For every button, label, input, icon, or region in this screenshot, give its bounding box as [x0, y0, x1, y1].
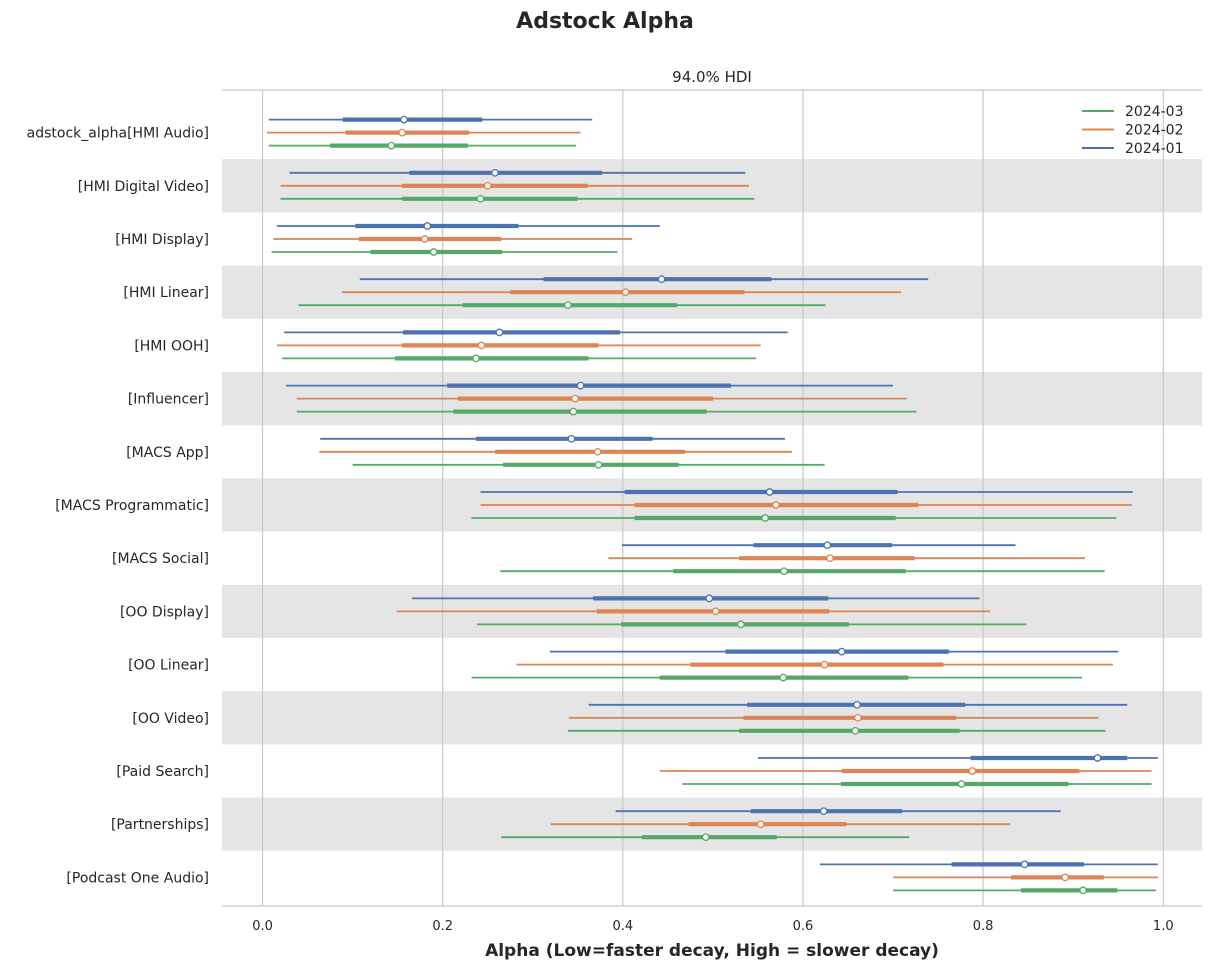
point-estimate [1020, 860, 1029, 869]
point-estimate [819, 807, 828, 816]
point-estimate [398, 128, 406, 137]
y-tick-label: [MACS App] [126, 445, 209, 461]
y-tick-label: [HMI Digital Video] [78, 179, 209, 195]
y-tick-label: adstock_alpha[HMI Audio] [27, 126, 209, 142]
point-estimate [569, 407, 578, 416]
point-estimate [429, 248, 438, 256]
y-tick-label: [Influencer] [128, 392, 209, 408]
point-estimate [1061, 873, 1069, 882]
point-estimate [957, 780, 966, 788]
point-estimate [823, 541, 832, 550]
point-estimate [571, 394, 579, 403]
point-estimate [736, 620, 745, 629]
y-tick-label: [OO Video] [132, 711, 209, 727]
interval-marks [267, 115, 1158, 895]
y-tick-label: [Podcast One Audio] [66, 870, 209, 886]
point-estimate [593, 447, 602, 456]
y-tick-label: [HMI Linear] [123, 285, 209, 301]
x-tick-labels: 0.0 0.2 0.4 0.6 0.8 1.0 [252, 919, 1173, 934]
point-estimate [1079, 886, 1087, 895]
point-estimate [756, 820, 765, 829]
axes-frame [222, 89, 1202, 907]
point-estimate [594, 460, 603, 469]
point-estimate [576, 381, 585, 390]
y-tick-label: [Partnerships] [111, 817, 209, 833]
point-estimate [657, 275, 666, 284]
y-tick-label: [OO Display] [120, 604, 209, 620]
x-tick-label: 1.0 [1153, 919, 1174, 934]
point-estimate [701, 833, 710, 842]
legend-label: 2024-02 [1125, 123, 1184, 139]
x-tick-label: 0.6 [793, 919, 814, 934]
y-tick-label: [OO Linear] [128, 658, 209, 674]
x-tick-label: 0.8 [973, 919, 994, 934]
point-estimate [420, 235, 429, 243]
point-estimate [472, 354, 480, 363]
y-tick-labels: adstock_alpha[HMI Audio] [HMI Digital Vid… [27, 126, 209, 887]
y-tick-label: [HMI Display] [115, 232, 209, 248]
point-estimate [837, 647, 846, 656]
point-estimate [567, 434, 576, 443]
point-estimate [621, 288, 630, 297]
point-estimate [772, 501, 780, 509]
point-estimate [711, 607, 720, 616]
point-estimate [853, 700, 861, 709]
x-tick-label: 0.2 [432, 919, 453, 934]
point-estimate [400, 115, 408, 124]
chart-title: Adstock Alpha [516, 9, 694, 34]
point-estimate [705, 594, 714, 603]
chart-subtitle: 94.0% HDI [672, 68, 752, 86]
point-estimate [387, 141, 396, 150]
point-estimate [851, 726, 860, 735]
point-estimate [765, 488, 774, 496]
y-tick-label: [MACS Social] [112, 551, 209, 567]
y-tick-label: [Paid Search] [116, 764, 209, 780]
point-estimate [476, 194, 485, 203]
point-estimate [761, 514, 769, 522]
x-axis-label: Alpha (Low=faster decay, High = slower d… [485, 941, 939, 961]
point-estimate [495, 328, 504, 337]
legend: 2024-03 2024-02 2024-01 [1082, 104, 1184, 157]
y-tick-label: [MACS Programmatic] [55, 498, 209, 514]
legend-label: 2024-01 [1125, 141, 1184, 157]
point-estimate [491, 168, 499, 177]
x-tick-label: 0.4 [612, 919, 633, 934]
point-estimate [477, 341, 486, 350]
point-estimate [1093, 754, 1102, 762]
x-tick-label: 0.0 [252, 919, 273, 934]
point-estimate [826, 554, 834, 563]
point-estimate [423, 222, 432, 230]
y-tick-label: [HMI OOH] [134, 338, 209, 354]
point-estimate [779, 673, 788, 682]
point-estimate [968, 767, 977, 775]
point-estimate [820, 660, 829, 669]
point-estimate [483, 181, 492, 190]
point-estimate [854, 713, 862, 722]
point-estimate [780, 567, 788, 576]
legend-label: 2024-03 [1125, 104, 1184, 120]
point-estimate [564, 301, 572, 310]
